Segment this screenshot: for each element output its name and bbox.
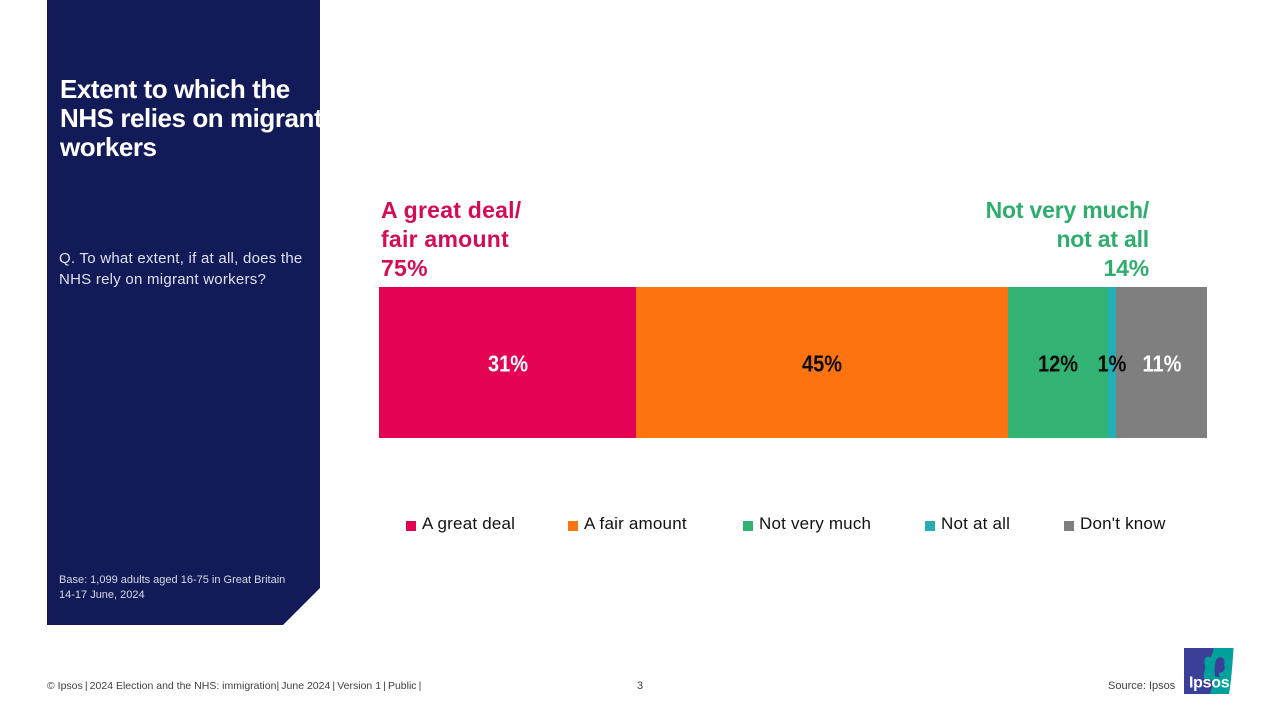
svg-text:Ipsos: Ipsos (1189, 675, 1230, 692)
